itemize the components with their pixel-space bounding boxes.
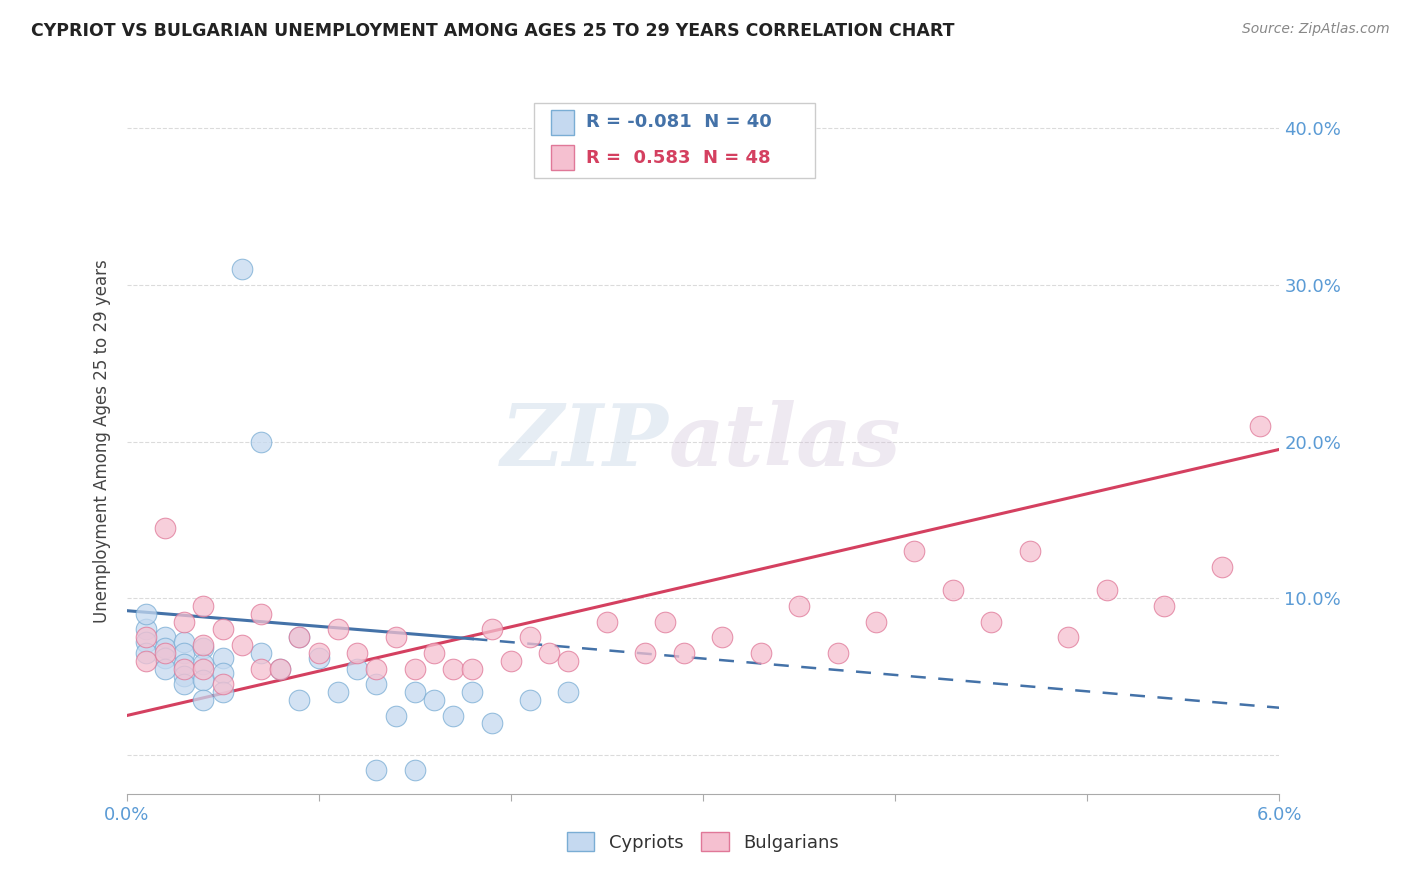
Point [461,685,484,699]
Point [366,764,388,778]
Point [153,630,176,644]
Point [193,641,215,656]
Point [481,623,503,637]
Point [153,662,176,676]
Point [173,657,195,671]
Point [903,544,925,558]
Point [153,646,176,660]
Point [461,662,484,676]
Legend: Cypriots, Bulgarians: Cypriots, Bulgarians [560,825,846,859]
Point [1249,418,1271,433]
Point [404,662,426,676]
Point [942,583,965,598]
Point [308,646,330,660]
Point [1018,544,1040,558]
Point [326,623,349,637]
Point [135,646,157,660]
Point [193,673,215,687]
Point [519,693,541,707]
Point [366,677,388,691]
Point [711,630,734,644]
Point [787,599,810,613]
Point [193,662,215,676]
Point [153,521,176,535]
Point [827,646,849,660]
Point [211,650,233,665]
Point [173,646,195,660]
Point [326,685,349,699]
Point [269,662,291,676]
Point [346,646,368,660]
Point [1057,630,1080,644]
Point [231,638,253,652]
Point [153,650,176,665]
Point [135,607,157,621]
Point [135,635,157,649]
Point [288,630,311,644]
Point [404,685,426,699]
Point [423,693,446,707]
Point [672,646,695,660]
Point [1211,559,1233,574]
Point [250,646,273,660]
Point [538,646,561,660]
Text: R =  0.583  N = 48: R = 0.583 N = 48 [586,149,770,167]
Point [269,662,291,676]
Text: ZIP: ZIP [501,400,668,483]
Point [211,623,233,637]
Point [749,646,772,660]
Point [173,635,195,649]
Point [153,641,176,656]
Point [211,685,233,699]
Point [384,708,406,723]
Point [499,654,522,668]
Text: R = -0.081  N = 40: R = -0.081 N = 40 [586,113,772,131]
Point [654,615,676,629]
Point [980,615,1002,629]
Point [366,662,388,676]
Point [250,607,273,621]
Point [231,262,253,277]
Point [173,669,195,683]
Point [193,657,215,671]
Point [441,708,464,723]
Point [865,615,887,629]
Point [173,662,195,676]
Point [1095,583,1118,598]
Point [193,638,215,652]
Point [193,693,215,707]
Point [250,434,273,449]
Point [1153,599,1175,613]
Text: Source: ZipAtlas.com: Source: ZipAtlas.com [1241,22,1389,37]
Text: atlas: atlas [668,400,901,483]
Y-axis label: Unemployment Among Ages 25 to 29 years: Unemployment Among Ages 25 to 29 years [93,260,111,624]
Point [634,646,657,660]
Point [596,615,619,629]
Point [481,716,503,731]
Point [135,654,157,668]
Point [250,662,273,676]
Point [404,764,426,778]
Point [211,677,233,691]
Point [173,677,195,691]
Text: CYPRIOT VS BULGARIAN UNEMPLOYMENT AMONG AGES 25 TO 29 YEARS CORRELATION CHART: CYPRIOT VS BULGARIAN UNEMPLOYMENT AMONG … [31,22,955,40]
Point [519,630,541,644]
Point [193,599,215,613]
Point [211,666,233,681]
Point [423,646,446,660]
Point [346,662,368,676]
Point [288,693,311,707]
Point [557,685,579,699]
Point [557,654,579,668]
Point [288,630,311,644]
Point [308,650,330,665]
Point [384,630,406,644]
Point [441,662,464,676]
Point [173,615,195,629]
Point [135,623,157,637]
Point [135,630,157,644]
